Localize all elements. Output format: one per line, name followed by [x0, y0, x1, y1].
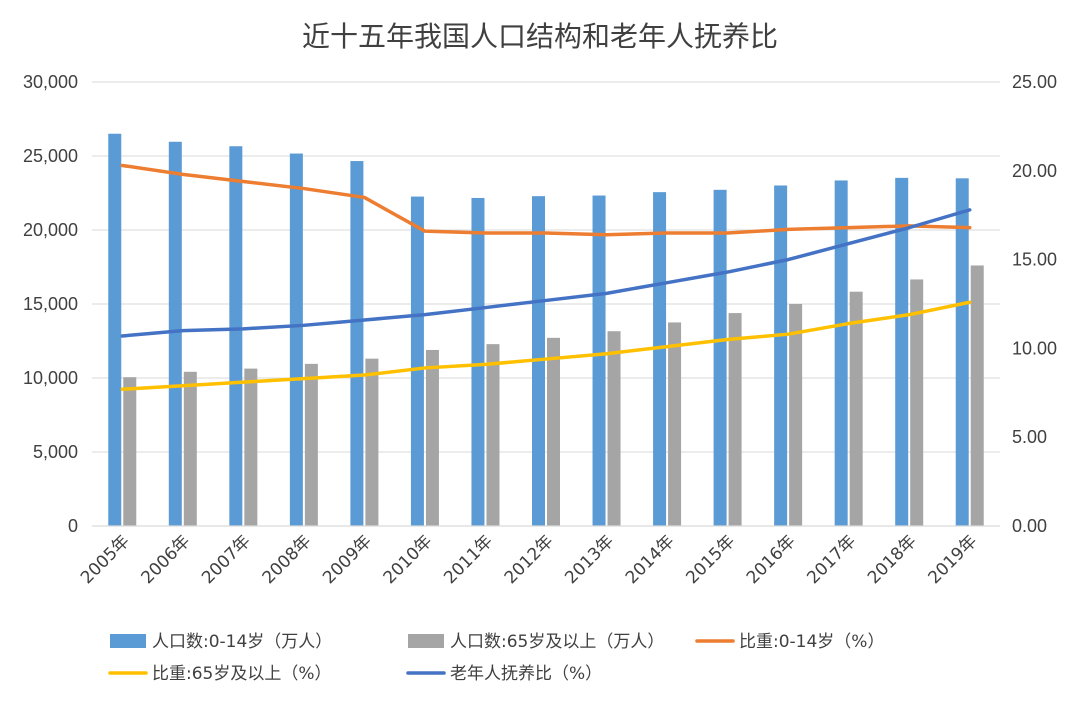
- left-axis-tick-label: 30,000: [23, 72, 78, 92]
- chart-title: 近十五年我国人口结构和老年人抚养比: [302, 20, 778, 53]
- line-share-0-14: [120, 163, 972, 237]
- legend-label: 老年人抚养比（%）: [450, 664, 602, 684]
- gridlines: [92, 81, 1000, 527]
- x-axis-tick-label: 2016年: [743, 531, 800, 588]
- bar-age-65-plus: [486, 344, 500, 526]
- bar-age-0-14: [653, 192, 667, 526]
- bar-age-0-14: [289, 153, 303, 526]
- right-axis-tick-label: 25.00: [1012, 72, 1057, 92]
- bar-age-0-14: [168, 141, 182, 526]
- bar-age-65-plus: [910, 279, 924, 526]
- bar-age-0-14: [592, 195, 606, 526]
- x-axis-tick-label: 2015年: [682, 531, 739, 588]
- bar-age-65-plus: [849, 291, 863, 526]
- x-axis-tick-label: 2013年: [561, 531, 618, 588]
- legend-swatch: [408, 634, 444, 648]
- right-axis-tick-label: 0.00: [1012, 516, 1047, 536]
- bar-age-65-plus: [970, 265, 984, 526]
- bar-age-0-14: [108, 133, 122, 527]
- legend-label: 比重:0-14岁（%）: [739, 632, 884, 652]
- bar-age-0-14: [834, 180, 848, 527]
- bar-age-65-plus: [365, 358, 379, 526]
- left-axis-tick-label: 25,000: [23, 146, 78, 166]
- x-axis-tick-label: 2019年: [925, 531, 982, 588]
- x-axis-tick-label: 2008年: [259, 531, 316, 588]
- lines: [120, 163, 972, 391]
- legend-share-65-plus: 比重:65岁及以上（%）: [108, 664, 332, 684]
- bar-age-65-plus: [728, 313, 742, 526]
- left-axis-tick-label: 15,000: [23, 294, 78, 314]
- left-axis-tick-label: 10,000: [23, 368, 78, 388]
- x-axis-tick-label: 2011年: [440, 531, 497, 588]
- line-dependency-ratio: [120, 208, 972, 338]
- bar-age-65-plus: [547, 337, 560, 526]
- bar-age-65-plus: [425, 349, 439, 526]
- legend-age-0-14: 人口数:0-14岁（万人）: [110, 632, 332, 652]
- bar-age-0-14: [229, 146, 243, 526]
- x-axis-tick-label: 2006年: [138, 531, 195, 588]
- x-axis-tick-label: 2018年: [864, 531, 921, 588]
- right-axis-tick-label: 15.00: [1012, 250, 1057, 270]
- bar-age-65-plus: [244, 368, 258, 526]
- bar-age-0-14: [713, 189, 727, 526]
- x-axis-tick-label: 2005年: [77, 531, 134, 588]
- line-share-65-plus: [120, 300, 972, 391]
- bar-age-65-plus: [183, 371, 197, 526]
- x-axis-tick-label: 2009年: [319, 531, 376, 588]
- legend-dependency-ratio: 老年人抚养比（%）: [406, 664, 602, 684]
- legend-share-0-14: 比重:0-14岁（%）: [695, 632, 884, 652]
- legend-label: 比重:65岁及以上（%）: [152, 664, 332, 684]
- left-axis-tick-label: 5,000: [33, 442, 78, 462]
- legend: 人口数:0-14岁（万人） 人口数:65岁及以上（万人） 比重:0-14岁（%） 比重…: [108, 632, 884, 684]
- bar-age-0-14: [774, 185, 788, 526]
- x-axis-tick-label: 2014年: [622, 531, 679, 588]
- bar-age-0-14: [955, 178, 969, 526]
- right-axis-tick-label: 20.00: [1012, 161, 1057, 181]
- bar-age-0-14: [350, 161, 364, 526]
- bar-age-65-plus: [607, 331, 621, 526]
- legend-swatch: [110, 634, 146, 648]
- right-axis-tick-label: 10.00: [1012, 338, 1057, 358]
- x-axis-tick-label: 2007年: [198, 531, 255, 588]
- bar-age-65-plus: [304, 363, 318, 526]
- x-axis-tick-label: 2012年: [501, 531, 558, 588]
- bar-age-0-14: [410, 196, 424, 526]
- legend-label: 人口数:65岁及以上（万人）: [450, 632, 664, 652]
- right-axis-tick-label: 5.00: [1012, 427, 1047, 447]
- bar-age-65-plus: [668, 322, 682, 526]
- bar-age-0-14: [471, 197, 485, 527]
- bar-age-65-plus: [123, 377, 137, 526]
- x-axis-tick-label: 2017年: [803, 531, 860, 588]
- left-axis-tick-label: 0: [68, 516, 78, 536]
- bar-age-65-plus: [789, 303, 803, 526]
- left-axis-tick-label: 20,000: [23, 220, 78, 240]
- legend-label: 人口数:0-14岁（万人）: [152, 632, 332, 652]
- legend-age-65-plus: 人口数:65岁及以上（万人）: [408, 632, 664, 652]
- x-axis-tick-label: 2010年: [380, 531, 437, 588]
- bar-age-0-14: [895, 177, 909, 526]
